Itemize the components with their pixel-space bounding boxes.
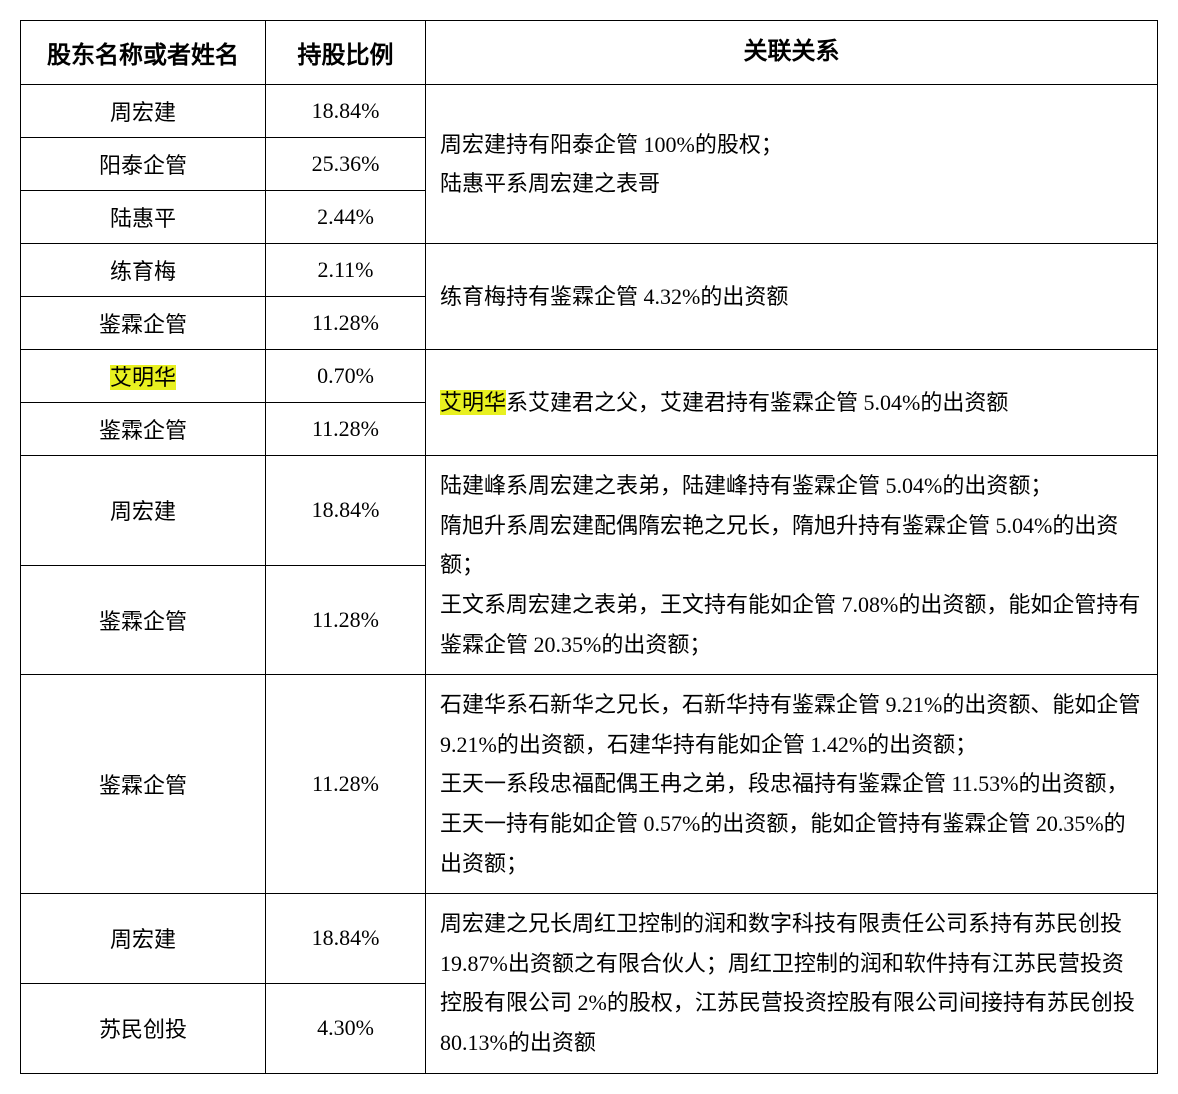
table-header-row: 股东名称或者姓名 持股比例 关联关系	[21, 21, 1158, 85]
relation-text: 陆建峰系周宏建之表弟，陆建峰持有鉴霖企管 5.04%的出资额； 隋旭升系周宏建配…	[440, 473, 1140, 656]
cell-ratio: 18.84%	[266, 894, 426, 984]
cell-ratio: 18.84%	[266, 456, 426, 565]
cell-ratio: 0.70%	[266, 350, 426, 403]
cell-name: 周宏建	[21, 894, 266, 984]
relation-text: 练育梅持有鉴霖企管 4.32%的出资额	[440, 284, 788, 309]
cell-name: 周宏建	[21, 85, 266, 138]
cell-name: 鉴霖企管	[21, 403, 266, 456]
table-row: 周宏建 18.84% 陆建峰系周宏建之表弟，陆建峰持有鉴霖企管 5.04%的出资…	[21, 456, 1158, 565]
highlighted-name: 艾明华	[110, 365, 176, 390]
relation-text-rest: 系艾建君之父，艾建君持有鉴霖企管 5.04%的出资额	[506, 390, 1008, 415]
table-row: 鉴霖企管 11.28% 石建华系石新华之兄长，石新华持有鉴霖企管 9.21%的出…	[21, 675, 1158, 894]
cell-name: 鉴霖企管	[21, 297, 266, 350]
cell-name: 阳泰企管	[21, 138, 266, 191]
cell-ratio: 4.30%	[266, 983, 426, 1073]
cell-relation: 艾明华系艾建君之父，艾建君持有鉴霖企管 5.04%的出资额	[426, 350, 1158, 456]
table-row: 艾明华 0.70% 艾明华系艾建君之父，艾建君持有鉴霖企管 5.04%的出资额	[21, 350, 1158, 403]
cell-name: 鉴霖企管	[21, 565, 266, 674]
cell-name: 周宏建	[21, 456, 266, 565]
table-row: 周宏建 18.84% 周宏建持有阳泰企管 100%的股权； 陆惠平系周宏建之表哥	[21, 85, 1158, 138]
table-row: 练育梅 2.11% 练育梅持有鉴霖企管 4.32%的出资额	[21, 244, 1158, 297]
header-relation: 关联关系	[426, 21, 1158, 85]
cell-relation: 陆建峰系周宏建之表弟，陆建峰持有鉴霖企管 5.04%的出资额； 隋旭升系周宏建配…	[426, 456, 1158, 675]
cell-ratio: 2.44%	[266, 191, 426, 244]
cell-name: 苏民创投	[21, 983, 266, 1073]
cell-relation: 周宏建持有阳泰企管 100%的股权； 陆惠平系周宏建之表哥	[426, 85, 1158, 244]
highlighted-relation-prefix: 艾明华	[440, 390, 506, 415]
relation-text: 石建华系石新华之兄长，石新华持有鉴霖企管 9.21%的出资额、能如企管 9.21…	[440, 692, 1140, 875]
relation-text: 周宏建持有阳泰企管 100%的股权； 陆惠平系周宏建之表哥	[440, 132, 783, 197]
cell-ratio: 25.36%	[266, 138, 426, 191]
cell-relation: 石建华系石新华之兄长，石新华持有鉴霖企管 9.21%的出资额、能如企管 9.21…	[426, 675, 1158, 894]
cell-ratio: 11.28%	[266, 675, 426, 894]
cell-ratio: 11.28%	[266, 565, 426, 674]
shareholder-table: 股东名称或者姓名 持股比例 关联关系 周宏建 18.84% 周宏建持有阳泰企管 …	[20, 20, 1158, 1074]
cell-ratio: 18.84%	[266, 85, 426, 138]
cell-relation: 练育梅持有鉴霖企管 4.32%的出资额	[426, 244, 1158, 350]
header-name: 股东名称或者姓名	[21, 21, 266, 85]
cell-name: 陆惠平	[21, 191, 266, 244]
cell-name: 练育梅	[21, 244, 266, 297]
cell-name: 艾明华	[21, 350, 266, 403]
cell-ratio: 2.11%	[266, 244, 426, 297]
table-row: 周宏建 18.84% 周宏建之兄长周红卫控制的润和数字科技有限责任公司系持有苏民…	[21, 894, 1158, 984]
cell-ratio: 11.28%	[266, 403, 426, 456]
header-ratio: 持股比例	[266, 21, 426, 85]
cell-ratio: 11.28%	[266, 297, 426, 350]
cell-name: 鉴霖企管	[21, 675, 266, 894]
cell-relation: 周宏建之兄长周红卫控制的润和数字科技有限责任公司系持有苏民创投 19.87%出资…	[426, 894, 1158, 1073]
table-body: 周宏建 18.84% 周宏建持有阳泰企管 100%的股权； 陆惠平系周宏建之表哥…	[21, 85, 1158, 1073]
relation-text: 周宏建之兄长周红卫控制的润和数字科技有限责任公司系持有苏民创投 19.87%出资…	[440, 911, 1135, 1055]
